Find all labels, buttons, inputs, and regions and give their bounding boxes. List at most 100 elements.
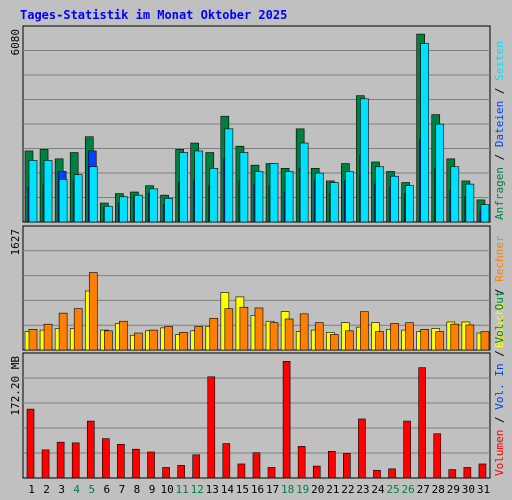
- bar-rechner: [239, 306, 249, 351]
- bar-volumen: [418, 367, 426, 479]
- x-tick-label: 21: [326, 483, 339, 496]
- bar-volumen: [117, 443, 125, 479]
- x-tick-label: 10: [160, 483, 173, 496]
- bar-seiten: [58, 179, 68, 223]
- bar-seiten: [73, 174, 83, 223]
- bar-seiten: [390, 175, 399, 223]
- bar-seiten: [239, 152, 249, 223]
- bar-rechner: [224, 308, 234, 351]
- bar-rechner: [254, 307, 264, 351]
- bar-volumen: [358, 418, 366, 479]
- x-tick-label: 16: [251, 483, 264, 496]
- bar-rechner: [28, 329, 38, 351]
- bar-seiten: [284, 171, 294, 223]
- bar-seiten: [179, 152, 188, 223]
- bar-rechner: [194, 326, 204, 351]
- bar-rechner: [119, 320, 128, 351]
- bar-seiten: [360, 98, 369, 223]
- chart-title: Tages-Statistik im Monat Oktober 2025: [20, 8, 287, 22]
- bar-rechner: [314, 322, 324, 351]
- x-tick-label: 23: [356, 483, 369, 496]
- bar-seiten: [224, 128, 234, 223]
- x-tick-label: 18: [281, 483, 294, 496]
- bar-volumen: [282, 361, 291, 479]
- x-tick-label: 6: [104, 483, 111, 496]
- bar-seiten: [375, 166, 384, 223]
- legend-separator: /: [493, 410, 506, 430]
- x-tick-label: 9: [149, 483, 156, 496]
- legend-vol-out: Vol. Out: [493, 291, 506, 344]
- bar-rechner: [450, 323, 460, 351]
- bar-seiten: [435, 123, 445, 223]
- x-tick-label: 12: [191, 483, 204, 496]
- x-tick-label: 31: [477, 483, 490, 496]
- bar-volumen: [388, 468, 396, 479]
- bar-rechner: [284, 318, 294, 351]
- bar-seiten: [329, 182, 339, 223]
- bar-volumen: [132, 448, 140, 479]
- bar-volumen: [373, 469, 381, 479]
- bar-rechner: [164, 326, 173, 351]
- x-axis-day-labels: 1 2 3 4 5 6 7 8 9 10 11 12 13 14 15 16 17 18 19 20 21 22 23 24 2…: [28, 483, 490, 496]
- x-tick-label: 14: [221, 483, 235, 496]
- panel-top: 6080 Anfragen / Dateien / Seiten: [9, 25, 506, 223]
- bar-rechner: [435, 331, 445, 351]
- bar-seiten: [299, 142, 309, 223]
- x-tick-label: 5: [88, 483, 95, 496]
- bar-seiten: [134, 194, 143, 223]
- bar-volumen: [192, 454, 201, 479]
- bar-rechner: [329, 334, 339, 351]
- x-tick-label: 1: [28, 483, 35, 496]
- bar-rechner: [405, 322, 414, 351]
- legend-seiten: Seiten: [493, 41, 506, 81]
- x-tick-label: 28: [432, 483, 445, 496]
- bar-seiten: [28, 160, 38, 223]
- bar-rechner: [134, 332, 143, 351]
- x-tick-label: 26: [402, 483, 415, 496]
- y-max-label: 1627: [9, 229, 22, 256]
- x-tick-label: 7: [119, 483, 126, 496]
- x-tick-label: 15: [236, 483, 249, 496]
- bar-seiten: [345, 171, 354, 223]
- bar-volumen: [177, 465, 185, 479]
- x-tick-label: 4: [73, 483, 80, 496]
- legend-rechner: Rechner: [493, 235, 506, 282]
- bar-seiten: [314, 172, 324, 223]
- bar-seiten: [194, 150, 204, 223]
- x-tick-label: 19: [296, 483, 309, 496]
- bar-rechner: [480, 331, 490, 351]
- x-tick-label: 3: [58, 483, 65, 496]
- x-tick-label: 29: [447, 483, 460, 496]
- bar-seiten: [480, 204, 490, 223]
- bar-rechner: [73, 308, 83, 351]
- bar-seiten: [269, 163, 279, 223]
- legend-separator: /: [493, 282, 506, 302]
- y-max-label: 172.20 MB: [9, 356, 22, 416]
- right-legend: Anfragen / Dateien / Seiten: [493, 41, 506, 220]
- legend-separator: /: [493, 81, 506, 101]
- legend-separator: /: [493, 147, 506, 167]
- legend-besuche: Besuche: [493, 302, 506, 348]
- x-tick-label: 2: [43, 483, 50, 496]
- bar-volumen: [222, 443, 231, 479]
- bar-rechner: [420, 329, 429, 351]
- legend-separator: /: [493, 344, 506, 364]
- bar-rechner: [104, 330, 113, 351]
- bar-seiten: [254, 171, 264, 223]
- bar-rechner: [149, 329, 158, 351]
- x-tick-label: 20: [311, 483, 324, 496]
- right-legend: Besuche / Rechner: [493, 235, 506, 348]
- bar-volumen: [403, 420, 411, 479]
- y-max-label: 6080: [9, 29, 22, 56]
- bar-seiten: [88, 166, 98, 223]
- bar-volumen: [147, 451, 155, 479]
- bar-volumen: [343, 453, 351, 479]
- bar-rechner: [299, 313, 309, 351]
- bar-volumen: [463, 467, 472, 479]
- panel-bottom: 172.20 MB Volumen / Vol. In / Vol. Out: [9, 291, 506, 479]
- bar-volumen: [56, 441, 65, 479]
- bar-volumen: [448, 469, 457, 479]
- bar-rechner: [43, 323, 53, 351]
- bar-seiten: [119, 196, 128, 223]
